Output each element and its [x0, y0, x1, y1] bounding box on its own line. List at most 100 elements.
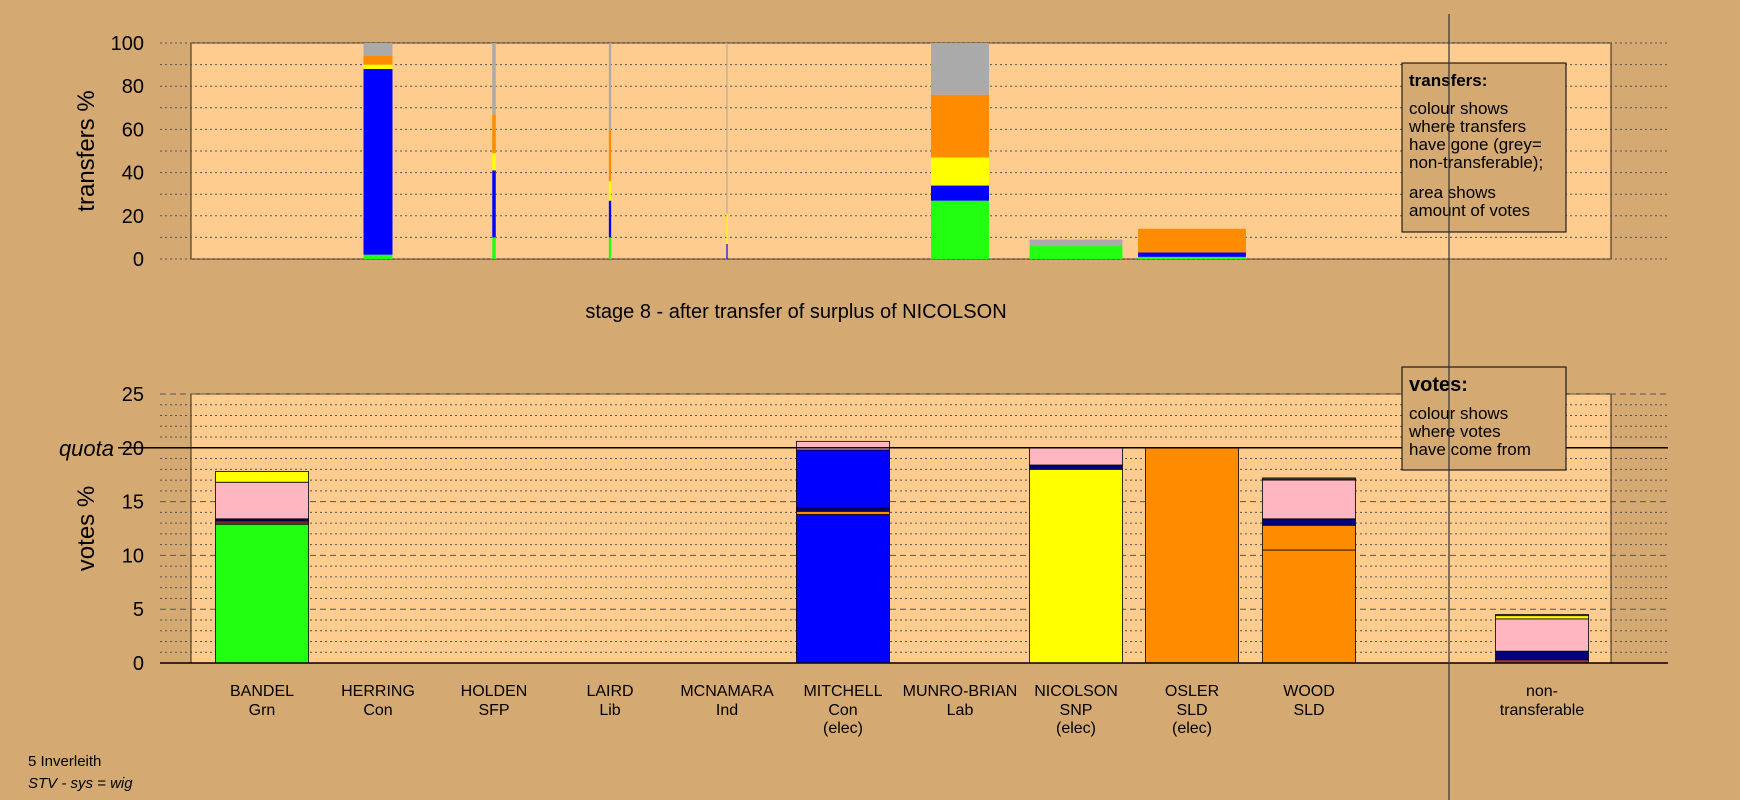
- candidate-name-label: OSLER: [1165, 683, 1219, 700]
- transfers-bar-segment: [931, 185, 989, 201]
- transfers-bar-segment: [608, 181, 612, 201]
- votes-bar-segment: [796, 449, 890, 509]
- candidate-name-label: MITCHELL: [803, 683, 882, 700]
- transfers-bar-segment: [363, 55, 393, 65]
- votes-y-tick-label: 10: [122, 545, 144, 567]
- votes-bar-segment: [1495, 618, 1589, 652]
- candidate-elected-label: (elec): [823, 720, 863, 737]
- transfers-legend-line: amount of votes: [1409, 201, 1530, 220]
- votes-y-tick-label: 5: [133, 599, 144, 621]
- candidate-elected-label: (elec): [1172, 720, 1212, 737]
- candidate-party-label: Lab: [947, 702, 974, 719]
- transfers-bar-segment: [492, 170, 496, 238]
- transfers-bar-segment: [1138, 228, 1246, 253]
- votes-y-tick-label: 25: [122, 384, 144, 406]
- footer-constituency: 5 Inverleith: [28, 753, 101, 770]
- votes-bar-segment: [796, 440, 890, 451]
- nontransferable-label: non-: [1526, 683, 1558, 700]
- transfers-y-tick-label: 20: [122, 206, 144, 228]
- transfers-bar-segment: [1029, 239, 1123, 247]
- candidate-party-label: SFP: [478, 702, 509, 719]
- votes-bar-segment: [215, 523, 309, 664]
- votes-plot-area: [190, 393, 1612, 664]
- transfers-bar-segment: [931, 157, 989, 186]
- transfers-legend-line: have gone (grey=: [1409, 135, 1542, 154]
- candidate-party-label: Con: [363, 702, 392, 719]
- transfers-bar-segment: [492, 43, 496, 115]
- transfers-bar-segment: [363, 64, 393, 69]
- votes-bar-segment: [1262, 518, 1356, 526]
- transfers-bar-segment: [492, 237, 496, 259]
- transfers-y-tick-label: 40: [122, 163, 144, 185]
- votes-y-tick-label: 0: [133, 653, 144, 675]
- votes-bar-segment: [796, 514, 890, 664]
- transfers-bar-segment: [726, 243, 728, 259]
- quota-label: quota: [59, 436, 114, 461]
- transfers-bar-segment: [931, 94, 989, 158]
- candidate-name-label: MUNRO-BRIAN: [903, 683, 1018, 700]
- candidate-party-label: Con: [828, 702, 857, 719]
- transfers-legend-box: [1401, 62, 1567, 233]
- transfers-bar-segment: [608, 200, 612, 238]
- transfers-legend-line: where transfers: [1408, 117, 1526, 136]
- candidate-name-label: NICOLSON: [1034, 683, 1118, 700]
- transfers-legend-line: colour shows: [1409, 99, 1508, 118]
- votes-bar-segment: [1029, 447, 1123, 466]
- candidate-elected-label: (elec): [1056, 720, 1096, 737]
- votes-bar-segment: [1495, 614, 1589, 617]
- transfers-y-tick-label: 0: [133, 249, 144, 271]
- votes-bar-segment: [215, 481, 309, 520]
- candidate-name-label: WOOD: [1283, 683, 1335, 700]
- transfers-bar-segment: [492, 114, 496, 154]
- candidate-name-label: HERRING: [341, 683, 415, 700]
- candidate-name-label: MCNAMARA: [680, 683, 774, 700]
- transfers-bar-segment: [363, 68, 393, 255]
- transfers-bar-segment: [608, 43, 612, 130]
- candidate-party-label: SLD: [1176, 702, 1207, 719]
- transfers-bar-segment: [492, 153, 496, 171]
- votes-legend-line: where votes: [1408, 422, 1501, 441]
- transfers-legend-line: area shows: [1409, 183, 1496, 202]
- stage-title: stage 8 - after transfer of surplus of N…: [585, 301, 1006, 323]
- votes-bar-segment: [1145, 447, 1239, 664]
- candidate-party-label: Lib: [599, 702, 620, 719]
- transfers-bar-segment: [1138, 252, 1246, 257]
- votes-y-axis-label: votes %: [73, 486, 100, 571]
- votes-bar-segment: [1495, 650, 1589, 661]
- votes-bar-segment: [1262, 524, 1356, 551]
- transfers-bar-segment: [1029, 246, 1123, 259]
- votes-y-tick-label: 15: [122, 492, 144, 514]
- transfers-bar-segment: [931, 43, 989, 95]
- transfers-legend-title: transfers:: [1409, 71, 1487, 90]
- votes-legend-line: colour shows: [1409, 404, 1508, 423]
- candidate-party-label: Grn: [249, 702, 276, 719]
- transfers-y-tick-label: 100: [111, 33, 144, 55]
- votes-bar-segment: [1262, 477, 1356, 480]
- candidate-party-label: Ind: [716, 702, 738, 719]
- footer-system: STV - sys = wig: [28, 775, 133, 792]
- transfers-bar-segment: [363, 254, 393, 259]
- votes-legend-title: votes:: [1409, 374, 1468, 396]
- transfers-bar-segment: [1138, 256, 1246, 259]
- nontransferable-label: transferable: [1500, 702, 1585, 719]
- candidate-name-label: HOLDEN: [461, 683, 528, 700]
- candidate-party-label: SNP: [1060, 702, 1093, 719]
- votes-legend-box: [1401, 366, 1567, 471]
- transfers-bar-segment: [931, 200, 989, 259]
- votes-legend-line: have come from: [1409, 440, 1531, 459]
- candidate-name-label: LAIRD: [586, 683, 633, 700]
- votes-bar-segment: [1029, 464, 1123, 470]
- votes-bar-segment: [1495, 615, 1589, 620]
- transfers-bar-segment: [608, 129, 612, 182]
- votes-y-tick-label: 20: [122, 438, 144, 460]
- votes-bar-segment: [796, 510, 890, 515]
- votes-bar-segment: [1262, 479, 1356, 520]
- transfers-y-axis-label: transfers %: [73, 90, 100, 211]
- transfers-y-tick-label: 60: [122, 119, 144, 141]
- votes-bar-segment: [215, 471, 309, 483]
- transfers-legend-line: non-transferable);: [1409, 153, 1543, 172]
- votes-bar-segment: [1029, 468, 1123, 664]
- transfers-bar-segment: [363, 43, 393, 56]
- transfers-y-tick-label: 80: [122, 76, 144, 98]
